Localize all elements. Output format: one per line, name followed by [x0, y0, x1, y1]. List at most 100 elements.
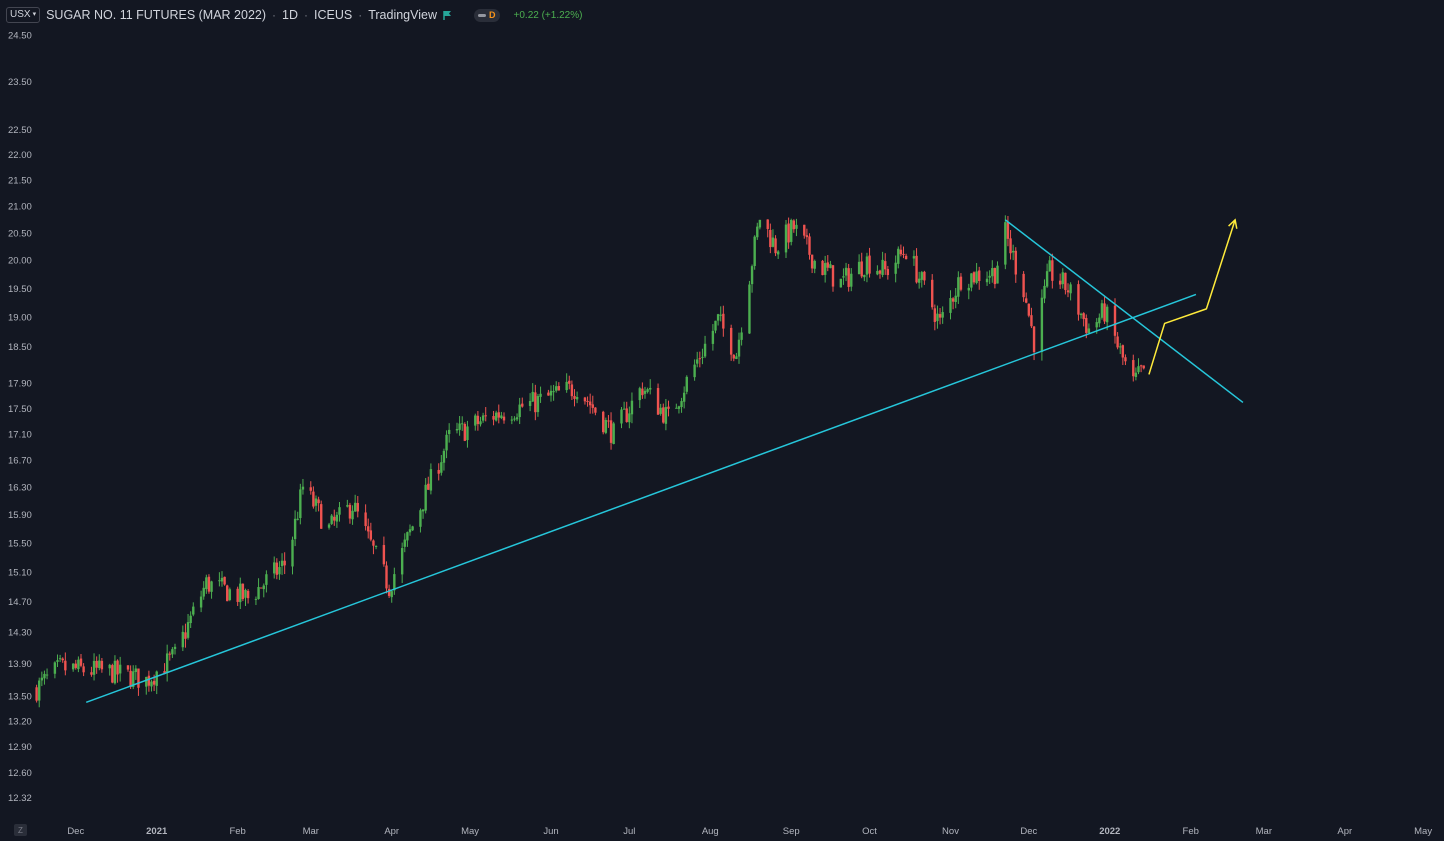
- price-tick-label: 15.50: [8, 538, 32, 549]
- currency-label: USX: [10, 9, 31, 20]
- market-status-badge[interactable]: D: [474, 8, 500, 22]
- candle-body: [970, 273, 973, 288]
- separator-dot: ·: [304, 8, 309, 22]
- candle-body: [711, 330, 715, 344]
- price-tick-label: 17.90: [8, 379, 32, 390]
- candle-body: [1061, 272, 1064, 285]
- candle-body: [740, 332, 743, 340]
- candle-body: [664, 407, 668, 424]
- candle-body: [38, 680, 41, 701]
- candle-body: [223, 576, 226, 585]
- candle-body: [35, 687, 38, 701]
- candle-body: [385, 565, 388, 589]
- candle-body: [988, 275, 991, 278]
- projection-path[interactable]: [1148, 219, 1236, 375]
- candle-body: [1095, 322, 1098, 328]
- candle-body: [978, 270, 981, 282]
- candle-body: [147, 675, 151, 686]
- candle-body: [515, 417, 519, 420]
- candle-body: [951, 298, 955, 302]
- candle-body: [716, 314, 720, 321]
- candle-body: [137, 668, 140, 688]
- candle-body: [698, 358, 702, 360]
- chevron-down-icon: ▾: [32, 11, 37, 18]
- candle-body: [790, 219, 793, 242]
- candle-body: [831, 265, 835, 287]
- candle-body: [98, 660, 101, 668]
- time-axis[interactable]: Dec 2021 Feb Mar Apr May Jun Jul Aug Sep Oct Nov Dec…: [67, 826, 1432, 837]
- candle-body: [682, 392, 686, 402]
- candle-body: [518, 404, 521, 418]
- candle-body: [82, 666, 85, 673]
- candle-body: [327, 524, 331, 528]
- candle-body: [662, 407, 665, 423]
- candle-body: [171, 649, 174, 655]
- candle-body: [447, 429, 451, 434]
- candle-body: [348, 504, 352, 519]
- candle-body: [427, 483, 430, 490]
- chart-header: USX ▾ SUGAR NO. 11 FUTURES (MAR 2022) · …: [6, 6, 582, 24]
- interval-label[interactable]: 1D: [282, 8, 299, 22]
- candle-body: [863, 274, 866, 278]
- candle-body: [917, 278, 921, 283]
- candle-body: [479, 421, 482, 425]
- candle-body: [1027, 303, 1031, 316]
- candle-body: [612, 423, 615, 444]
- candle-body: [938, 314, 942, 318]
- candle-body: [753, 236, 756, 267]
- candle-body: [758, 219, 762, 228]
- candle-body: [536, 396, 540, 413]
- candle-body: [510, 419, 514, 421]
- candle-body: [1066, 290, 1070, 293]
- exchange-label: ICEUS: [314, 8, 353, 22]
- price-tick-label: 13.50: [8, 692, 32, 703]
- candle-body: [766, 219, 769, 229]
- candle-body: [839, 278, 843, 288]
- candle-body: [805, 235, 809, 238]
- candle-body: [719, 314, 722, 316]
- candle-body: [497, 412, 500, 418]
- candle-body: [90, 672, 93, 675]
- candle-body: [1079, 313, 1083, 316]
- candle-body: [1142, 365, 1145, 369]
- candle-body: [61, 658, 64, 661]
- candle-body: [954, 295, 957, 303]
- candle-body: [244, 589, 247, 598]
- candle-body: [703, 343, 707, 357]
- candle-body: [411, 526, 414, 531]
- candle-body: [842, 276, 845, 278]
- candle-body: [335, 514, 339, 522]
- candle-body: [129, 670, 132, 687]
- zoom-button[interactable]: Z: [14, 824, 27, 836]
- candle-body: [735, 356, 738, 360]
- time-tick-label: Feb: [229, 826, 245, 837]
- candle-body: [280, 560, 284, 567]
- time-tick-label: Aug: [702, 826, 719, 837]
- candle-body: [1087, 328, 1091, 333]
- price-tick-label: 14.70: [8, 597, 32, 608]
- candle-body: [602, 411, 605, 433]
- currency-selector[interactable]: USX ▾: [6, 7, 41, 23]
- candle-body: [575, 396, 579, 400]
- candle-body: [774, 238, 777, 254]
- candle-body: [58, 658, 62, 660]
- flag-icon[interactable]: [443, 10, 452, 20]
- resistance-trendline[interactable]: [1004, 219, 1244, 404]
- candle-body: [71, 663, 75, 670]
- candle-body: [330, 515, 333, 524]
- candle-body: [594, 407, 597, 413]
- candle-body: [181, 631, 185, 648]
- candle-body: [372, 540, 375, 546]
- mode-badge: D: [489, 10, 496, 20]
- candle-body: [628, 413, 631, 423]
- candle-body: [1098, 317, 1101, 324]
- candle-body: [821, 260, 824, 276]
- candle-body: [787, 223, 790, 243]
- candle-body: [291, 539, 294, 567]
- candle-body: [902, 253, 905, 255]
- candle-body: [184, 632, 187, 639]
- price-axis[interactable]: 24.50 23.50 22.50 22.00 21.50 21.00 20.50 20.00…: [8, 31, 32, 804]
- support-trendline[interactable]: [85, 293, 1197, 704]
- candle-body: [424, 484, 427, 511]
